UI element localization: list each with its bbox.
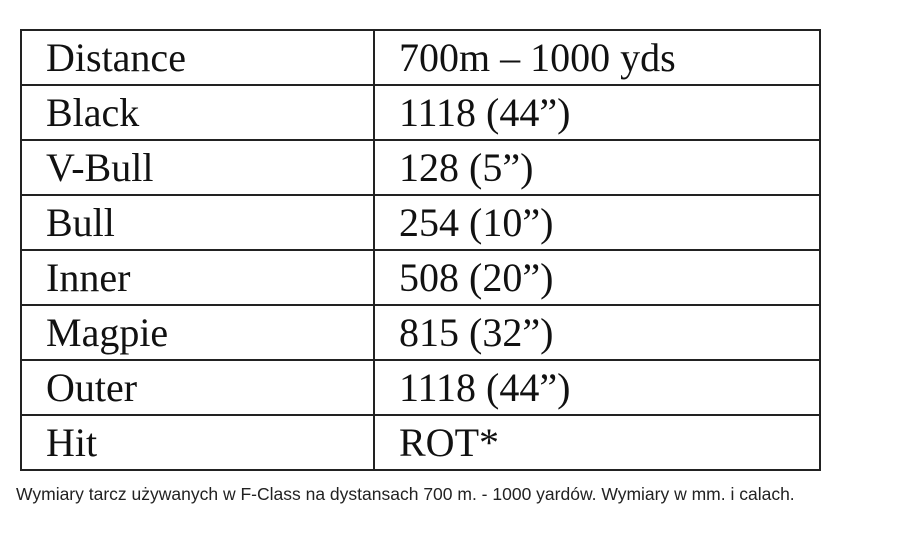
row-value: 254 (10”) xyxy=(373,194,821,251)
row-value: 1118 (44”) xyxy=(373,359,821,416)
row-label: Distance xyxy=(20,29,375,86)
row-label: Magpie xyxy=(20,304,375,361)
row-value: 128 (5”) xyxy=(373,139,821,196)
row-label: Inner xyxy=(20,249,375,306)
table-row-magpie: Magpie 815 (32”) xyxy=(20,304,821,361)
row-value: 700m – 1000 yds xyxy=(373,29,821,86)
row-value: 815 (32”) xyxy=(373,304,821,361)
row-label: Outer xyxy=(20,359,375,416)
table-row-v-bull: V-Bull 128 (5”) xyxy=(20,139,821,196)
table-row-outer: Outer 1118 (44”) xyxy=(20,359,821,416)
row-label: Black xyxy=(20,84,375,141)
table-caption: Wymiary tarcz używanych w F-Class na dys… xyxy=(16,484,795,504)
table-row-hit: Hit ROT* xyxy=(20,414,821,471)
row-value: 1118 (44”) xyxy=(373,84,821,141)
target-dimensions-table: Distance 700m – 1000 yds Black 1118 (44”… xyxy=(20,29,821,471)
row-label: V-Bull xyxy=(20,139,375,196)
table-row-distance: Distance 700m – 1000 yds xyxy=(20,29,821,86)
table-row-black: Black 1118 (44”) xyxy=(20,84,821,141)
row-value: 508 (20”) xyxy=(373,249,821,306)
table-row-inner: Inner 508 (20”) xyxy=(20,249,821,306)
row-value: ROT* xyxy=(373,414,821,471)
target-dimensions-table-container: Distance 700m – 1000 yds Black 1118 (44”… xyxy=(20,29,821,471)
row-label: Hit xyxy=(20,414,375,471)
row-label: Bull xyxy=(20,194,375,251)
table-row-bull: Bull 254 (10”) xyxy=(20,194,821,251)
